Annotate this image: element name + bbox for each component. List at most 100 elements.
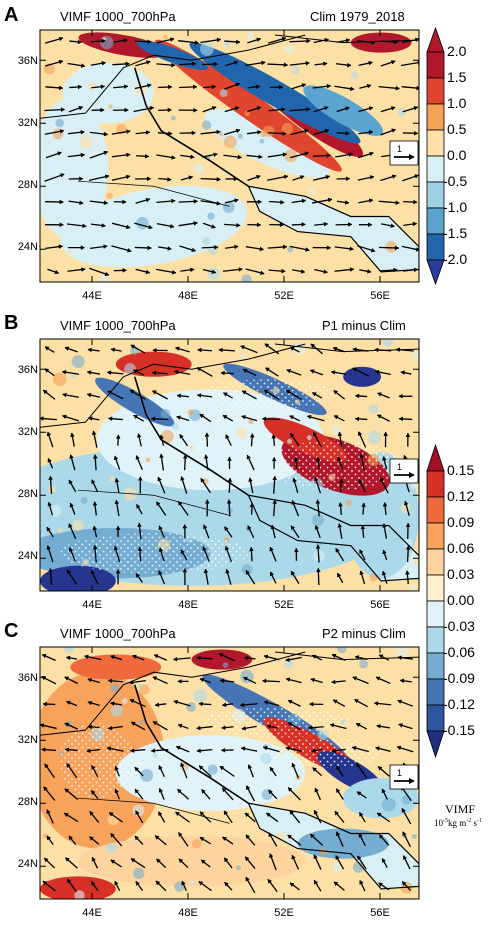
arrow-head — [323, 269, 328, 274]
speckle — [246, 32, 254, 40]
arrow-head — [130, 721, 136, 727]
arrow-head — [308, 701, 314, 707]
colorbar-bc-label-6: -0.03 — [443, 618, 475, 634]
gulf-water — [248, 186, 419, 272]
speckle — [222, 662, 229, 668]
arrow-head — [373, 701, 379, 706]
arrow-head — [192, 61, 197, 67]
colorbar-bc-label-2: 0.09 — [447, 514, 475, 530]
arrow-head — [379, 476, 385, 482]
arrow-head — [261, 416, 267, 422]
arrow-head — [167, 246, 172, 251]
speckle — [207, 764, 218, 775]
arrow-head — [224, 526, 229, 532]
panel-frame — [39, 29, 420, 283]
arrow-head — [190, 267, 195, 273]
colorbar-bc-segment — [426, 522, 445, 550]
panel-b-lon-56e: 56E — [370, 599, 390, 611]
colorbar-bc-min-triangle — [426, 730, 445, 759]
arrow-head — [66, 763, 71, 768]
arrow-head — [180, 762, 185, 768]
arrow-head — [125, 61, 130, 67]
arrow-head — [126, 152, 131, 158]
arrow-head — [394, 245, 400, 251]
speckle — [227, 489, 238, 500]
blob-red — [40, 876, 116, 899]
stipple-area — [199, 379, 336, 410]
caspian-coast — [274, 34, 419, 44]
arrow-head — [414, 37, 419, 43]
reference-vector-box — [389, 458, 419, 484]
reference-vector-box — [389, 764, 419, 790]
arrow-head — [390, 106, 396, 111]
speckle — [241, 274, 252, 282]
speckle — [369, 573, 378, 582]
arrow-head — [237, 154, 243, 160]
arrow-head — [153, 654, 159, 659]
arrow-head — [134, 766, 140, 772]
arrow-head — [412, 221, 418, 227]
arrow-head — [238, 267, 244, 272]
arrow-head — [382, 456, 387, 461]
speckle — [110, 705, 123, 717]
arrow-head — [91, 789, 96, 795]
arrow-head — [211, 106, 217, 111]
colorbar-bc — [426, 443, 445, 759]
arrow-head — [114, 477, 120, 483]
arrow-head — [271, 434, 277, 439]
speckle — [319, 848, 327, 856]
arrow-head — [42, 880, 48, 886]
arrow-head — [369, 175, 375, 180]
panel-b-title: VIMF 1000_700hPa — [60, 318, 176, 333]
speckle — [336, 647, 347, 654]
arrow-head — [291, 854, 296, 860]
arrow-head — [80, 63, 86, 68]
colorbar-bc-segment — [426, 678, 445, 706]
speckle — [359, 659, 369, 669]
blob-blue — [95, 377, 175, 427]
arrow-head — [285, 746, 290, 751]
arrow-head — [381, 570, 387, 576]
speckle — [345, 499, 353, 507]
arrow-head — [269, 766, 275, 772]
border-line — [77, 489, 230, 516]
gulf-coast — [247, 802, 419, 890]
arrow-head — [182, 524, 188, 529]
arrow-head — [249, 546, 254, 552]
arrow-head — [256, 222, 262, 228]
arrow-head — [308, 725, 313, 731]
speckle — [150, 253, 161, 264]
arrow-head — [263, 389, 269, 394]
arrow-head — [130, 344, 136, 349]
arrow-head — [312, 431, 318, 437]
panel-c-map — [40, 647, 419, 899]
arrow-head — [359, 879, 364, 885]
arrow-head — [374, 347, 379, 353]
arrow-head — [178, 858, 184, 864]
blob-blue — [343, 366, 382, 387]
arrow-head — [167, 107, 172, 113]
arrow-head — [333, 390, 339, 395]
arrow-head — [368, 129, 374, 135]
reference-vector-head — [409, 778, 415, 784]
arrow-head — [180, 475, 185, 481]
arrow-head — [369, 151, 374, 157]
speckle — [264, 780, 270, 785]
arrow-head — [361, 502, 366, 507]
arrow-head — [221, 725, 226, 730]
speckle — [235, 865, 241, 871]
panel-frame — [39, 646, 420, 900]
stipple-area — [267, 737, 382, 768]
arrow-head — [280, 199, 285, 205]
arrow-head — [330, 370, 336, 375]
arrow-head — [135, 455, 140, 460]
arrow-head — [227, 456, 232, 461]
arrow-head — [46, 835, 52, 841]
colorbar-a-min-triangle — [426, 259, 445, 286]
speckle — [80, 496, 88, 504]
colorbar-bc-segment — [426, 626, 445, 654]
arrow-head — [249, 433, 255, 438]
arrow-head — [368, 198, 374, 203]
arrow-head — [198, 701, 203, 707]
arrow-head — [304, 151, 310, 156]
